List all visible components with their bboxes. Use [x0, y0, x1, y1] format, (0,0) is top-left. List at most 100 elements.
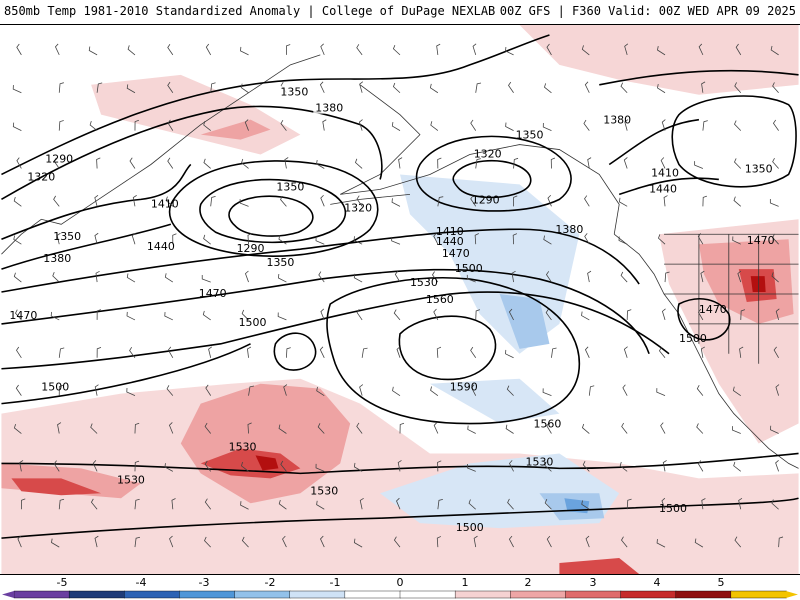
height-contour	[1, 452, 799, 475]
wind-barb	[89, 121, 98, 131]
wind-barb	[51, 538, 60, 548]
contour-label: 1530	[310, 484, 338, 497]
wind-barb	[732, 426, 741, 434]
warm-anomaly-region	[11, 478, 102, 496]
wind-barb	[702, 195, 708, 207]
wind-barb	[433, 422, 439, 434]
wind-barb	[505, 349, 514, 359]
wind-barb	[584, 233, 590, 245]
contour-label: 1440	[147, 240, 175, 253]
wind-barb	[241, 309, 249, 321]
wind-barb	[205, 43, 212, 56]
wind-barb	[775, 460, 779, 472]
wind-barb	[470, 195, 477, 207]
wind-barb	[320, 308, 325, 321]
wind-barb	[660, 422, 666, 434]
wind-barb	[622, 384, 628, 396]
wind-barb	[239, 199, 249, 207]
wind-barb	[127, 45, 136, 56]
wind-barb	[54, 43, 60, 56]
wind-barb	[278, 235, 287, 245]
wind-barb	[436, 346, 442, 358]
contour-label: 1380	[603, 114, 631, 127]
wind-barb	[278, 424, 287, 434]
wind-barb	[240, 501, 249, 510]
wind-barb	[431, 271, 439, 283]
wind-barb	[696, 384, 704, 396]
height-contour	[273, 332, 317, 371]
wind-barb	[166, 385, 174, 396]
colorbar-tick-label: -1	[330, 576, 341, 589]
wind-barb	[280, 195, 287, 207]
colorbar-segment	[730, 590, 787, 599]
colorbar-tick-label: 1	[462, 576, 469, 589]
warm-anomaly-region	[750, 276, 766, 293]
colorbar-tick-label: 3	[590, 576, 597, 589]
colorbar-tick-label: -3	[199, 576, 210, 589]
wind-barb	[620, 82, 628, 94]
wind-barb	[204, 498, 212, 510]
wind-barb	[94, 232, 99, 245]
wind-barb	[391, 198, 401, 207]
wind-barb	[733, 196, 742, 207]
colorbar-segment	[234, 590, 291, 599]
wind-barb	[734, 536, 742, 548]
wind-barb	[90, 423, 98, 434]
wind-barb	[210, 195, 216, 207]
wind-barb	[393, 536, 401, 548]
wind-barb	[172, 233, 177, 245]
wind-barb	[391, 121, 401, 131]
wind-barb	[656, 538, 666, 548]
wind-barb	[739, 346, 744, 358]
wind-barb	[505, 424, 514, 434]
wind-barb	[475, 158, 481, 169]
wind-barb	[474, 233, 479, 245]
wind-barb	[702, 120, 708, 131]
wind-barb	[581, 423, 590, 434]
wind-barb	[12, 85, 22, 94]
cold-anomaly-region	[499, 294, 550, 349]
wind-barb	[587, 270, 592, 283]
wind-barb	[661, 497, 666, 510]
wind-barb	[392, 386, 401, 396]
wind-barb	[512, 233, 518, 245]
colorbar-segment	[179, 590, 236, 599]
wind-barb	[132, 195, 137, 207]
wind-barb	[396, 346, 401, 358]
wind-barb	[584, 195, 590, 207]
wind-barb	[315, 463, 325, 472]
wind-barb	[248, 385, 255, 396]
wind-barb	[544, 83, 552, 94]
wind-barb	[546, 535, 552, 548]
wind-barb	[470, 346, 477, 359]
height-contour	[1, 223, 172, 270]
wind-barb	[94, 384, 99, 396]
wind-barb	[240, 83, 249, 94]
wind-barb	[167, 157, 174, 169]
colorbar-tick-label: 4	[654, 576, 661, 589]
contour-label: 1590	[450, 381, 478, 394]
wind-barb	[430, 121, 439, 131]
wind-barb	[356, 44, 363, 56]
wind-barb	[241, 158, 249, 169]
height-contour	[1, 163, 192, 240]
wind-barb	[167, 81, 174, 93]
wind-barb	[618, 197, 628, 207]
wind-barb	[20, 498, 26, 510]
wind-barbs	[12, 43, 784, 548]
wind-barb	[588, 385, 595, 396]
wind-barb	[13, 196, 22, 207]
contour-label: 1350	[516, 129, 544, 142]
contour-label: 1500	[239, 316, 267, 329]
cold-anomaly-region	[429, 378, 560, 424]
contour-label: 1320	[27, 170, 55, 183]
wind-barb	[126, 311, 136, 321]
colorbar-segment	[68, 590, 125, 599]
wind-barb	[286, 44, 291, 55]
wind-barb	[134, 119, 139, 131]
wind-barb	[663, 195, 668, 207]
colorbar-segment	[510, 590, 567, 599]
wind-barb	[701, 81, 706, 93]
wind-barb	[664, 271, 670, 283]
wind-barb	[356, 309, 363, 321]
